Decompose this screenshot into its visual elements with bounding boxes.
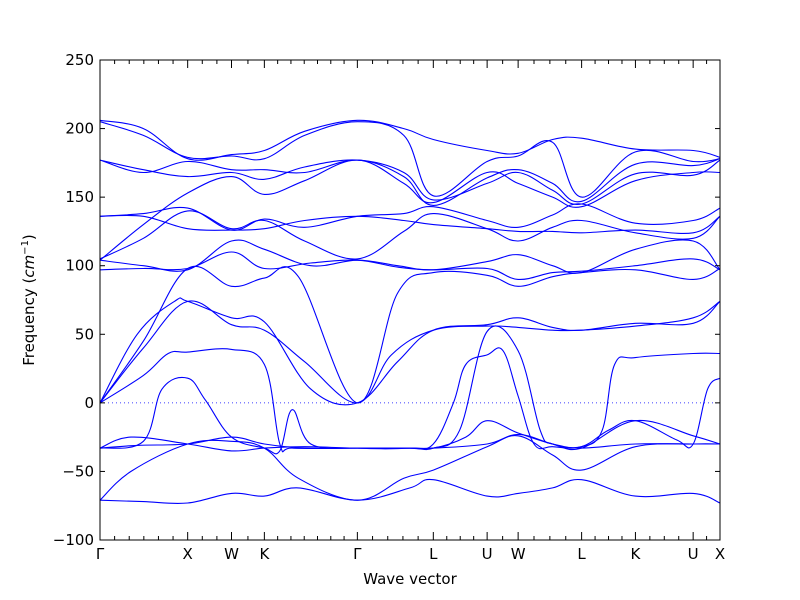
y-axis-label-unit: cm bbox=[20, 255, 38, 278]
x-tick-label: K bbox=[631, 545, 642, 563]
y-tick-label: 200 bbox=[65, 120, 94, 138]
phonon-branch-17 bbox=[100, 158, 720, 206]
x-tick-label: Γ bbox=[353, 545, 362, 563]
x-axis-label: Wave vector bbox=[363, 570, 457, 588]
x-tick-label: W bbox=[224, 545, 239, 563]
phonon-branch-12 bbox=[100, 214, 720, 234]
y-tick-label: −50 bbox=[62, 462, 94, 480]
phonon-branch-1 bbox=[100, 478, 720, 505]
y-tick-label: 150 bbox=[65, 188, 94, 206]
x-tick-label: W bbox=[511, 545, 526, 563]
x-tick-label: X bbox=[715, 545, 725, 563]
phonon-branch-11 bbox=[100, 239, 720, 274]
y-tick-label: 50 bbox=[75, 325, 94, 343]
y-tick-label: 0 bbox=[84, 394, 94, 412]
x-tick-label: K bbox=[259, 545, 270, 563]
x-tick-label: L bbox=[577, 545, 586, 563]
plot-frame bbox=[99, 59, 721, 541]
x-tick-label: U bbox=[482, 545, 493, 563]
phonon-branch-16 bbox=[100, 159, 720, 206]
x-tick-label: L bbox=[429, 545, 438, 563]
x-tick-label: U bbox=[688, 545, 699, 563]
y-axis-label-text: Frequency ( bbox=[20, 278, 38, 366]
phonon-branch-8 bbox=[100, 300, 720, 404]
phonon-branch-6 bbox=[100, 325, 720, 453]
phonon-branch-5 bbox=[100, 347, 720, 455]
phonon-branch-2 bbox=[100, 435, 720, 501]
y-tick-label: 100 bbox=[65, 257, 94, 275]
y-tick-label: 250 bbox=[65, 51, 94, 69]
phonon-branch-18 bbox=[100, 121, 720, 198]
phonon-branch-15 bbox=[100, 159, 720, 261]
x-tick-label: X bbox=[183, 545, 193, 563]
y-axis-label: Frequency (cm−1) bbox=[20, 234, 38, 366]
y-axis: −100 −50 0 50 100 150 200 250 bbox=[53, 51, 720, 549]
x-tick-label: Γ bbox=[96, 545, 105, 563]
y-axis-label-close: ) bbox=[20, 234, 38, 240]
y-axis-label-exponent: −1 bbox=[20, 240, 31, 255]
phonon-branch-13 bbox=[100, 210, 720, 260]
phonon-branch-19 bbox=[100, 119, 720, 161]
series-layer bbox=[100, 119, 720, 505]
y-tick-label: −100 bbox=[53, 531, 94, 549]
phonon-branch-14 bbox=[100, 203, 720, 231]
phonon-branch-9 bbox=[100, 265, 720, 404]
